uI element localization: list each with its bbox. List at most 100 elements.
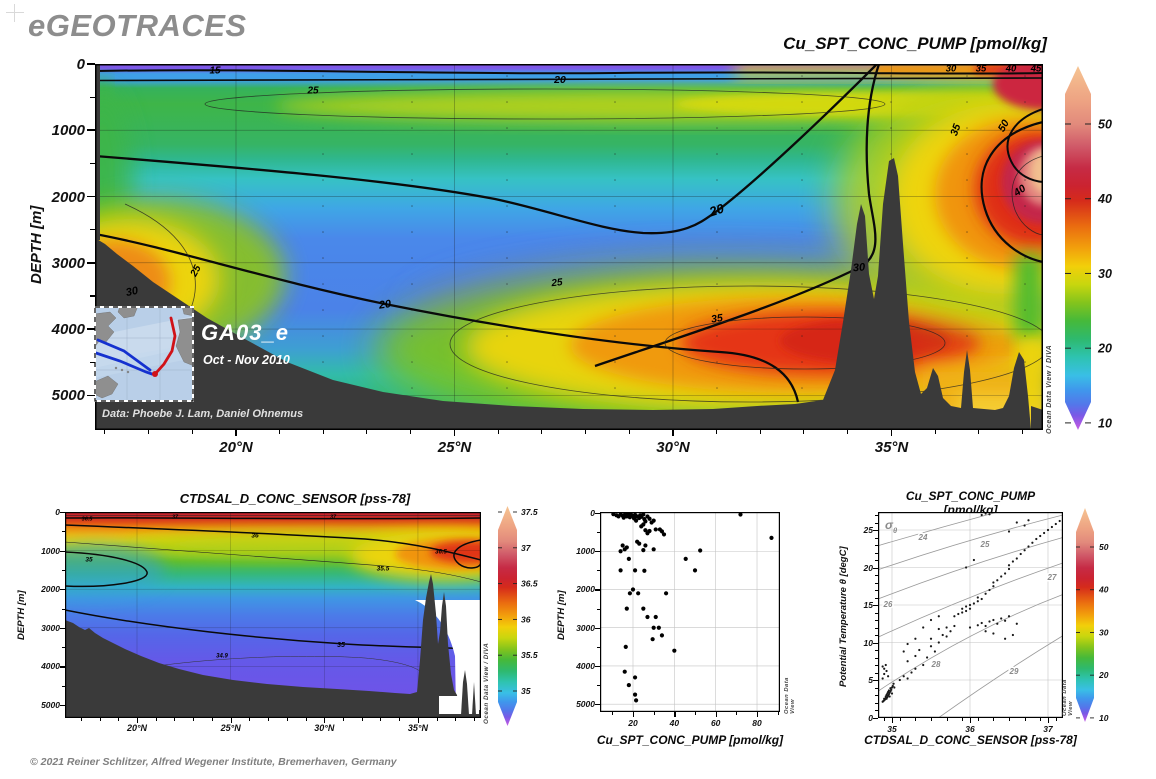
svg-text:20: 20	[1098, 670, 1109, 680]
ts-y-axis-label: Potential Temperature θ [degC]	[838, 546, 849, 688]
x-tick-mark	[366, 430, 368, 434]
odv-watermark: Ocean Data View	[784, 677, 796, 714]
x-tick-mark	[343, 718, 345, 721]
app-logo: eGEOTRACES	[28, 8, 247, 43]
x-tick-mark	[892, 718, 894, 723]
y-tick-label: 10	[863, 637, 873, 648]
x-minor-tick	[736, 712, 738, 715]
svg-text:20: 20	[707, 200, 727, 219]
y-tick-mark	[873, 530, 878, 532]
y-tick-mark	[873, 605, 878, 607]
y-minor-tick	[875, 545, 878, 546]
inset-map-canvas	[94, 306, 194, 402]
profile-plot-canvas[interactable]	[600, 512, 780, 712]
y-tick-label: 3000	[41, 622, 60, 633]
salinity-section-plot[interactable]: 36.5 37 37 36 36.5 35.5 35 35 34.9 0 1000 2000 3000…	[41, 507, 481, 733]
y-minor-tick	[875, 522, 878, 524]
svg-text:35: 35	[948, 122, 963, 137]
y-tick-mark	[87, 261, 95, 264]
y-minor-tick	[875, 657, 878, 659]
svg-text:36.5: 36.5	[82, 516, 94, 522]
x-tick-mark	[715, 712, 717, 717]
ts-colorbar: 50 40 30 20 10	[1074, 502, 1130, 730]
svg-text:36: 36	[521, 614, 531, 624]
y-tick-label: 1000	[576, 546, 595, 557]
y-tick-mark	[60, 589, 65, 591]
y-minor-tick	[875, 672, 878, 674]
salinity-plot-title: CTDSAL_D_CONC_SENSOR [pss-78]	[179, 491, 411, 506]
y-tick-mark	[873, 567, 878, 569]
x-tick-label: 36	[965, 724, 975, 734]
x-tick-mark	[934, 430, 936, 434]
y-tick-label: 4000	[41, 661, 60, 672]
ts-plot-canvas[interactable]: 24 25 26 27 28 29	[878, 512, 1063, 718]
y-tick-mark	[595, 589, 600, 591]
svg-text:29: 29	[1009, 667, 1019, 676]
y-tick-label: 4000	[576, 660, 595, 671]
x-tick-mark	[417, 718, 419, 723]
x-tick-mark	[99, 718, 101, 721]
cruise-label: GA03_e	[201, 320, 289, 345]
y-tick-mark	[873, 680, 878, 682]
y-minor-tick	[90, 162, 95, 164]
svg-text:35.5: 35.5	[377, 566, 390, 573]
y-tick-label: 20	[863, 562, 873, 573]
x-tick-label: 35°N	[874, 439, 909, 456]
x-tick-mark	[497, 430, 499, 434]
salinity-spikes	[439, 670, 481, 718]
x-minor-tick	[993, 718, 995, 721]
x-minor-tick	[884, 718, 886, 721]
x-tick-mark	[279, 430, 280, 434]
svg-text:50: 50	[996, 118, 1012, 134]
ts-plot[interactable]: 24 25 26 27 28 29 σθ 0 5 10 15 20 25 35 36 37	[864, 512, 1063, 734]
y-tick-label: 0	[55, 507, 60, 517]
svg-text:30: 30	[1099, 627, 1109, 637]
svg-text:40: 40	[1005, 64, 1017, 75]
y-minor-tick	[596, 685, 600, 687]
x-tick-mark	[970, 718, 972, 723]
data-credit: Data: Phoebe J. Lam, Daniel Ohnemus	[102, 408, 304, 420]
y-minor-tick	[875, 650, 878, 651]
x-tick-mark	[1021, 430, 1023, 434]
y-minor-tick	[90, 361, 95, 363]
x-tick-label: 20	[628, 718, 638, 728]
y-tick-label: 25	[863, 525, 873, 535]
y-minor-tick	[875, 575, 878, 576]
salinity-plot-canvas[interactable]: 36.5 37 37 36 36.5 35.5 35 35 34.9	[65, 512, 481, 718]
x-tick-mark	[80, 718, 82, 721]
x-tick-mark	[541, 430, 543, 434]
inset-map[interactable]	[94, 306, 194, 402]
x-tick-mark	[847, 430, 849, 434]
sigma-theta-label: σθ	[885, 518, 898, 536]
x-tick-mark	[759, 430, 761, 434]
odv-watermark: Ocean Data View	[1062, 679, 1074, 716]
x-tick-mark	[716, 430, 717, 434]
x-tick-mark	[104, 430, 106, 434]
y-minor-tick	[875, 635, 878, 636]
svg-text:28: 28	[931, 660, 941, 669]
x-tick-mark	[191, 430, 193, 434]
y-minor-tick	[90, 295, 95, 297]
main-section-plot[interactable]: 15 25 20 20 25 30 20 25 35 30 40 35 50 30 35 40 45	[52, 56, 1043, 456]
y-tick-label: 15	[863, 600, 873, 610]
x-tick-mark	[803, 430, 805, 434]
y-tick-mark	[595, 551, 600, 553]
y-tick-label: 3000	[51, 254, 85, 272]
svg-text:20: 20	[553, 74, 566, 86]
x-tick-label: 40	[669, 718, 680, 728]
svg-text:25: 25	[306, 86, 319, 97]
y-tick-mark	[873, 717, 878, 719]
profile-plot[interactable]: 0 1000 2000 3000 4000 5000 20 40 60 80	[576, 508, 780, 728]
svg-text:34.9: 34.9	[216, 654, 228, 660]
x-tick-mark	[455, 718, 457, 721]
svg-text:40: 40	[1098, 585, 1109, 595]
x-tick-label: 25°N	[220, 723, 241, 733]
svg-text:35: 35	[337, 642, 345, 649]
x-tick-mark	[380, 718, 382, 721]
svg-text:30: 30	[852, 261, 866, 274]
svg-text:26: 26	[883, 600, 893, 609]
y-minor-tick	[90, 96, 95, 98]
svg-text:10: 10	[1098, 416, 1112, 430]
